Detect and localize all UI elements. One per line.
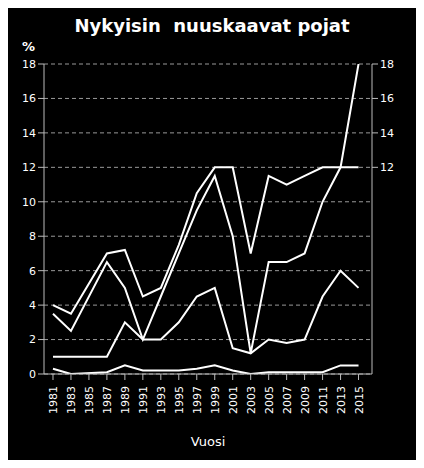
svg-text:1997: 1997 <box>191 386 204 414</box>
svg-text:2007: 2007 <box>281 386 294 414</box>
svg-text:1991: 1991 <box>137 386 150 414</box>
svg-text:4: 4 <box>29 299 36 312</box>
svg-text:2005: 2005 <box>263 386 276 414</box>
svg-text:16: 16 <box>22 92 36 105</box>
svg-text:6: 6 <box>29 265 36 278</box>
svg-text:10: 10 <box>22 196 36 209</box>
svg-text:1985: 1985 <box>83 386 96 414</box>
svg-text:12: 12 <box>380 161 394 174</box>
svg-text:1983: 1983 <box>65 386 78 414</box>
svg-text:1989: 1989 <box>119 386 132 414</box>
svg-text:2011: 2011 <box>317 386 330 414</box>
svg-text:1999: 1999 <box>209 386 222 414</box>
svg-text:18: 18 <box>380 58 394 71</box>
svg-text:1995: 1995 <box>173 386 186 414</box>
svg-text:Vuosi: Vuosi <box>191 434 226 449</box>
svg-text:0: 0 <box>29 368 36 381</box>
svg-text:14: 14 <box>22 127 36 140</box>
svg-text:14: 14 <box>380 127 394 140</box>
svg-text:2: 2 <box>29 333 36 346</box>
svg-text:8: 8 <box>29 230 36 243</box>
svg-text:2003: 2003 <box>245 386 258 414</box>
html-text:Nykyisin nuuskaavat pojat: Nykyisin nuuskaavat pojat <box>74 15 350 36</box>
svg-text:2013: 2013 <box>335 386 348 414</box>
svg-text:2009: 2009 <box>299 386 312 414</box>
svg-text:18: 18 <box>22 58 36 71</box>
svg-text:16: 16 <box>380 92 394 105</box>
svg-text:1987: 1987 <box>101 386 114 414</box>
svg-text:2001: 2001 <box>227 386 240 414</box>
svg-text:12: 12 <box>22 161 36 174</box>
svg-text:2015: 2015 <box>353 386 366 414</box>
svg-text:1981: 1981 <box>47 386 60 414</box>
svg-text:1993: 1993 <box>155 386 168 414</box>
